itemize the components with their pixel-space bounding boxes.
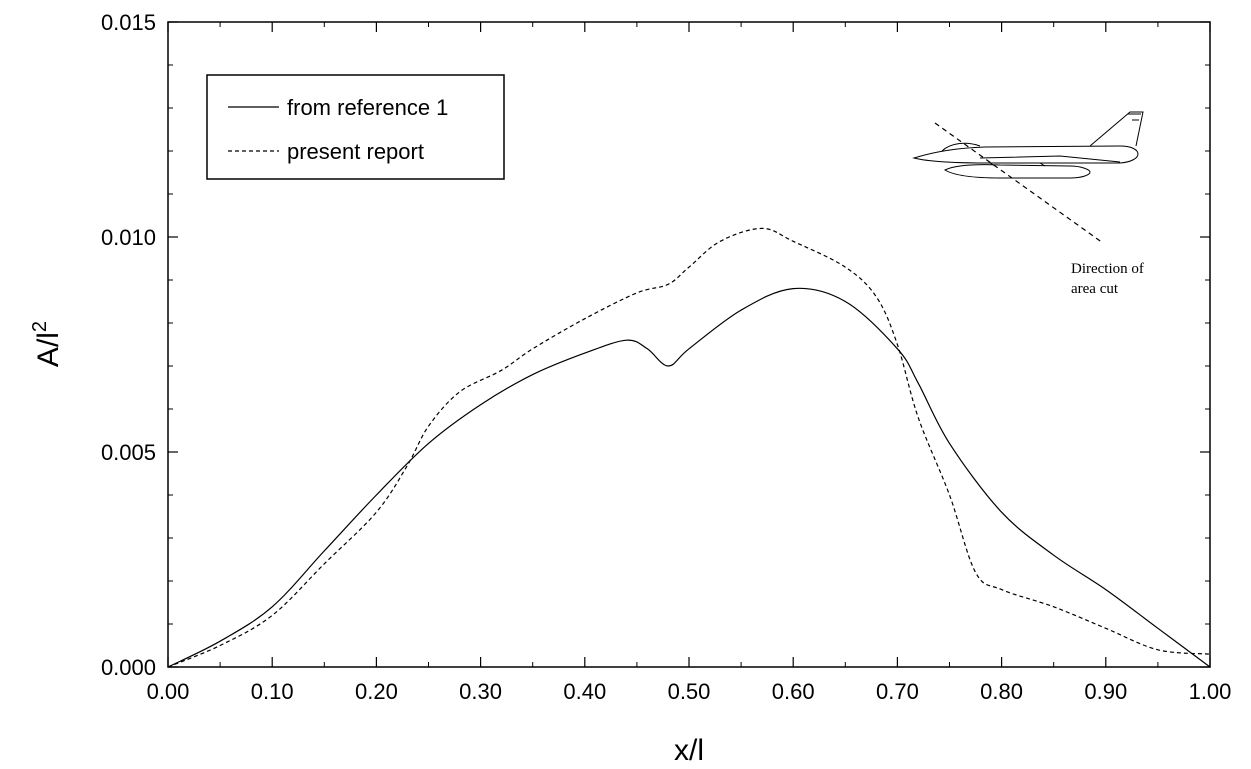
y-axis-title-sup: 2 (29, 321, 51, 332)
x-tick-label: 0.80 (980, 679, 1023, 704)
aircraft-engine-pod (943, 164, 1091, 179)
series-reference-1-line (167, 287, 1211, 668)
aircraft-sketch (912, 111, 1144, 244)
x-tick-label: 0.50 (668, 679, 711, 704)
legend-label-series-1: from reference 1 (287, 95, 448, 120)
y-axis-ticks (168, 21, 1210, 668)
y-axis-title-base: A/l (32, 332, 65, 367)
area-cut-direction-line (934, 122, 1104, 244)
x-tick-label: 1.00 (1189, 679, 1232, 704)
x-axis-tick-labels: 0.00 0.10 0.20 0.30 0.40 0.50 0.60 0.70 0.80 0.90… (147, 679, 1232, 704)
y-tick-label: 0.015 (101, 10, 156, 35)
x-tick-label: 0.00 (147, 679, 190, 704)
legend-box (206, 74, 505, 180)
y-tick-label: 0.010 (101, 225, 156, 250)
y-tick-label: 0.000 (101, 655, 156, 680)
x-tick-label: 0.90 (1084, 679, 1127, 704)
y-tick-label: 0.005 (101, 440, 156, 465)
x-axis-ticks (167, 22, 1211, 667)
aircraft-fuselage (912, 145, 1139, 164)
legend: from reference 1 present report (206, 74, 505, 180)
aircraft-canopy (941, 142, 981, 152)
aircraft-wing (979, 155, 1121, 163)
x-tick-label: 0.40 (563, 679, 606, 704)
series-layer (167, 227, 1211, 668)
x-tick-label: 0.10 (251, 679, 294, 704)
x-tick-label: 0.30 (459, 679, 502, 704)
x-tick-label: 0.60 (772, 679, 815, 704)
annotation-line-1: Direction of (1071, 261, 1144, 277)
y-axis-tick-labels: 0.000 0.005 0.010 0.015 (101, 10, 156, 680)
legend-label-series-2: present report (287, 139, 424, 164)
annotation-line-2: area cut (1071, 281, 1119, 297)
x-axis-title: x/l (674, 734, 704, 767)
y-axis-title: A/l2 (29, 321, 65, 367)
series-present-report-line (167, 227, 1211, 668)
x-tick-label: 0.20 (355, 679, 398, 704)
x-tick-label: 0.70 (876, 679, 919, 704)
aircraft-tail (1089, 111, 1144, 147)
aircraft-tail-detail (1128, 113, 1141, 121)
